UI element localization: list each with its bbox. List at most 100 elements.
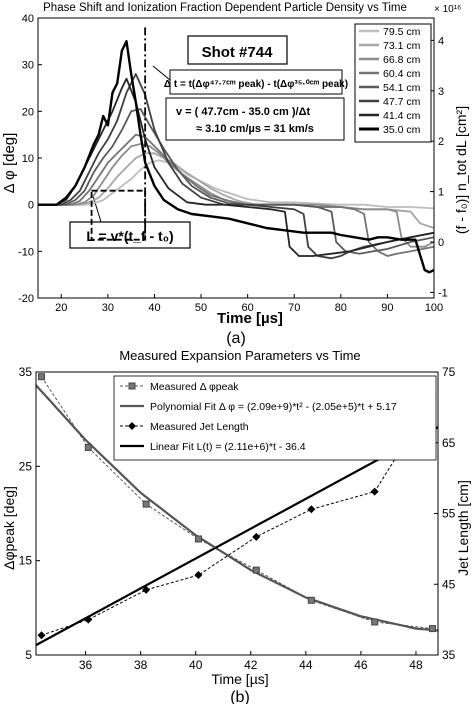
- b-x-tick-label-2: 40: [189, 658, 203, 672]
- b-y-right-tick-label-1: 45: [442, 577, 456, 591]
- b-series-line-2: [41, 398, 433, 636]
- b-point-0-3: [194, 535, 202, 543]
- b-y-tick-label-0: 5: [25, 648, 32, 662]
- legend-label-1: 73.1 cm: [383, 40, 421, 52]
- y-tick-label-4: 20: [22, 106, 34, 118]
- panel-a-ylabel: Δ φ [deg]: [1, 133, 18, 194]
- b-y-right-tick-label-2: 55: [442, 507, 456, 521]
- x-tick-label-1: 30: [102, 302, 114, 314]
- b-y-tick-label-3: 35: [19, 365, 33, 379]
- b-point-2-5: [307, 505, 316, 514]
- b-y-right-tick-label-3: 65: [442, 436, 456, 450]
- b-point-0-7: [428, 625, 436, 633]
- b-point-0-1: [84, 443, 92, 451]
- y-right-tick-label-2: 1: [438, 187, 444, 199]
- b-point-0-6: [371, 618, 379, 626]
- b-y-right-tick-label-4: 75: [442, 365, 456, 379]
- b-point-0-4: [252, 566, 260, 574]
- y-tick-label-3: 10: [22, 153, 34, 165]
- x-tick-label-3: 50: [195, 302, 207, 314]
- shot-label: Shot #744: [202, 44, 274, 61]
- b-legend-marker-2: [128, 422, 136, 430]
- b-x-tick-label-1: 38: [134, 658, 148, 672]
- b-x-tick-label-0: 36: [79, 658, 93, 672]
- y-right-tick-label-1: 0: [438, 237, 444, 249]
- b-y-tick-label-2: 25: [19, 459, 33, 473]
- panel-b-xlabel: Time [µs]: [211, 671, 268, 687]
- panel-a-plot: 20 30 40 50 60 70 80 90 100-20-10010203040-10123…: [18, 13, 448, 314]
- legend-label-7: 35.0 cm: [383, 124, 421, 136]
- b-point-2-1: [84, 615, 93, 624]
- b-series-line-3: [35, 426, 439, 647]
- x-tick-label-0: 20: [55, 302, 67, 314]
- b-point-2-6: [370, 487, 379, 496]
- b-x-tick-label-4: 44: [299, 658, 313, 672]
- series-line-5: [38, 73, 435, 260]
- length-label: L = v*(t_f - t₀): [86, 228, 173, 244]
- b-legend-label-2: Measured Jet Length: [150, 421, 249, 433]
- b-x-tick-label-3: 42: [244, 658, 258, 672]
- x-tick-label-5: 70: [288, 302, 300, 314]
- legend-label-0: 79.5 cm: [383, 26, 421, 38]
- b-legend-marker-0: [128, 382, 136, 390]
- b-y-right-tick-label-0: 35: [442, 648, 456, 662]
- b-point-0-2: [142, 500, 150, 508]
- panel-b-label: (b): [230, 689, 250, 704]
- shot-annotation: Shot #744: [187, 35, 288, 65]
- y-tick-label-1: -10: [18, 246, 34, 258]
- x-tick-label-8: 100: [425, 302, 443, 314]
- b-series-line-0: [41, 376, 433, 630]
- x-tick-label-2: 40: [148, 302, 160, 314]
- b-legend-label-1: Polynomial Fit Δ φ = (2.09e+9)*t² - (2.0…: [150, 401, 397, 413]
- panel-a-xlabel: Time [µs]: [217, 310, 283, 327]
- series-line-0: [38, 159, 435, 210]
- panel-b-ylabel: Δφpeak [deg]: [1, 486, 17, 570]
- legend-box-a: [354, 23, 432, 143]
- velocity-line-2: ≈ 3.10 cm/µs = 31 km/s: [196, 123, 314, 135]
- b-point-0-0: [38, 373, 46, 381]
- legend-label-3: 60.4 cm: [383, 68, 421, 80]
- x-tick-label-4: 60: [242, 302, 254, 314]
- panel-a-ylabel-right: (f - f₀)] n_tot dL [cm²]: [453, 106, 469, 234]
- b-legend-label-3: Linear Fit L(t) = (2.11e+6)*t - 36.4: [150, 441, 306, 453]
- length-window: [90, 189, 147, 241]
- y-tick-label-0: -20: [18, 293, 34, 305]
- delta-t-label: Δ t = t(Δφ⁴⁷·⁷ᶜᵐ peak) - t(Δφ³⁵·⁰ᶜᵐ peak…: [164, 79, 348, 90]
- legend-label-6: 41.4 cm: [383, 110, 421, 122]
- y-right-tick-label-4: 3: [438, 86, 444, 98]
- velocity-line-1: v = ( 47.7cm - 35.0 cm )/Δt: [176, 106, 311, 118]
- legend-box-b: [113, 375, 437, 461]
- legend-label-2: 66.8 cm: [383, 54, 421, 66]
- series-line-4: [38, 108, 435, 255]
- b-x-tick-label-5: 46: [354, 658, 368, 672]
- x-tick-label-7: 90: [381, 302, 393, 314]
- y-right-tick-label-5: 4: [438, 35, 444, 47]
- velocity-annotation: v = ( 47.7cm - 35.0 cm )/Δt ≈ 3.10 cm/µs…: [165, 97, 345, 141]
- panel-a-title: Phase Shift and Ionization Fraction Depe…: [43, 2, 407, 14]
- b-point-2-3: [194, 571, 203, 580]
- b-point-2-0: [37, 631, 46, 640]
- b-legend-label-0: Measured Δ φpeak: [150, 381, 239, 393]
- series-line-2: [38, 143, 435, 248]
- delta-t-annotation: Δ t = t(Δφ⁴⁷·⁷ᶜᵐ peak) - t(Δφ³⁵·⁰ᶜᵐ peak…: [152, 65, 348, 95]
- b-point-2-2: [142, 585, 151, 594]
- panel-b-title: Measured Expansion Parameters vs Time: [119, 348, 360, 363]
- panel-b-ylabel-right: Jet Length [cm]: [455, 480, 471, 576]
- b-y-tick-label-1: 15: [19, 554, 33, 568]
- legend-label-5: 47.7 cm: [383, 96, 421, 108]
- x-tick-label-6: 80: [335, 302, 347, 314]
- panel-b: Measured Expansion Parameters vs Time Ti…: [1, 348, 471, 704]
- series-line-7: [38, 40, 435, 274]
- panel-b-plot: 36 38 40 42 44 46 48 5 15 25 35 35 45 55 65 75 Measured …: [19, 365, 456, 672]
- legend-label-4: 54.1 cm: [383, 82, 421, 94]
- y-right-tick-label-3: 2: [438, 136, 444, 148]
- b-point-0-5: [307, 596, 315, 604]
- b-point-2-4: [252, 532, 261, 541]
- y-tick-label-5: 30: [22, 60, 34, 72]
- y-tick-label-2: 0: [28, 200, 34, 212]
- panel-a-label: (a): [226, 330, 246, 347]
- y-right-tick-label-0: -1: [438, 287, 448, 299]
- y-tick-label-6: 40: [22, 13, 34, 25]
- panel-a-right-multiplier: × 10¹⁶: [434, 4, 461, 15]
